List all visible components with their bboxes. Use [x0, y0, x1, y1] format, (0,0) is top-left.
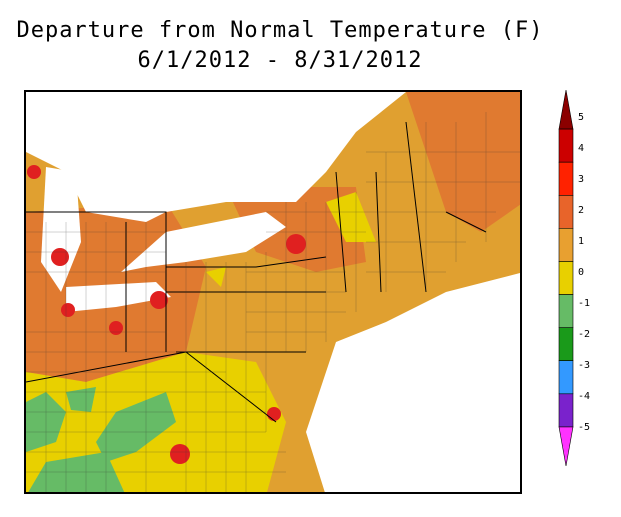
colorbar-segment: [558, 393, 574, 428]
colorbar-segment: [558, 128, 574, 163]
hotspot-erie: [150, 291, 168, 309]
legend-label-neg1: -1: [578, 298, 591, 309]
hotspot-wisconsin: [27, 165, 41, 179]
map-date-range: 6/1/2012 - 8/31/2012: [137, 48, 423, 73]
lake-ontario-erie: [121, 212, 286, 272]
legend-label-neg4: -4: [578, 391, 591, 402]
wv-cool-patch: [66, 387, 96, 412]
lake-michigan: [41, 167, 81, 292]
map-title: Departure from Normal Temperature (F): [16, 18, 544, 43]
legend-label-2: 2: [578, 205, 585, 216]
colorbar-segment: [558, 261, 574, 295]
temperature-map: [24, 90, 522, 494]
colorbar-segment: [558, 426, 574, 467]
legend-label-neg5: -5: [578, 422, 591, 433]
legend-colorbar: [555, 88, 577, 472]
pa-neutral-patch: [206, 267, 226, 287]
legend-label-0: 0: [578, 267, 585, 278]
legend-label-1: 1: [578, 236, 585, 247]
colorbar-segment: [558, 89, 574, 130]
legend-label-5: 5: [578, 112, 585, 123]
hotspot-albany: [286, 234, 306, 254]
atlantic-ocean: [306, 273, 520, 492]
legend-label-4: 4: [578, 143, 585, 154]
colorbar-segment: [558, 294, 574, 328]
legend-label-neg3: -3: [578, 360, 591, 371]
va-cool-band: [96, 392, 176, 462]
hotspot-virginia: [170, 444, 190, 464]
lake-erie: [66, 282, 171, 312]
county-lines: [26, 112, 520, 492]
hotspot-delaware: [267, 407, 281, 421]
legend-label-neg2: -2: [578, 329, 591, 340]
colorbar-segment: [558, 161, 574, 196]
hotspot-ohio: [109, 321, 123, 335]
canada-water-region: [26, 92, 406, 222]
colorbar-segment: [558, 194, 574, 229]
maine-warm-region: [406, 92, 520, 232]
hotspot-chicago: [51, 248, 69, 266]
colorbar-segment: [558, 327, 574, 362]
colorbar-segment: [558, 228, 574, 262]
legend-label-3: 3: [578, 174, 585, 185]
colorbar-svg: [558, 89, 574, 467]
hotspot-toledo: [61, 303, 75, 317]
colorbar-segment: [558, 360, 574, 395]
map-svg: [26, 92, 520, 492]
